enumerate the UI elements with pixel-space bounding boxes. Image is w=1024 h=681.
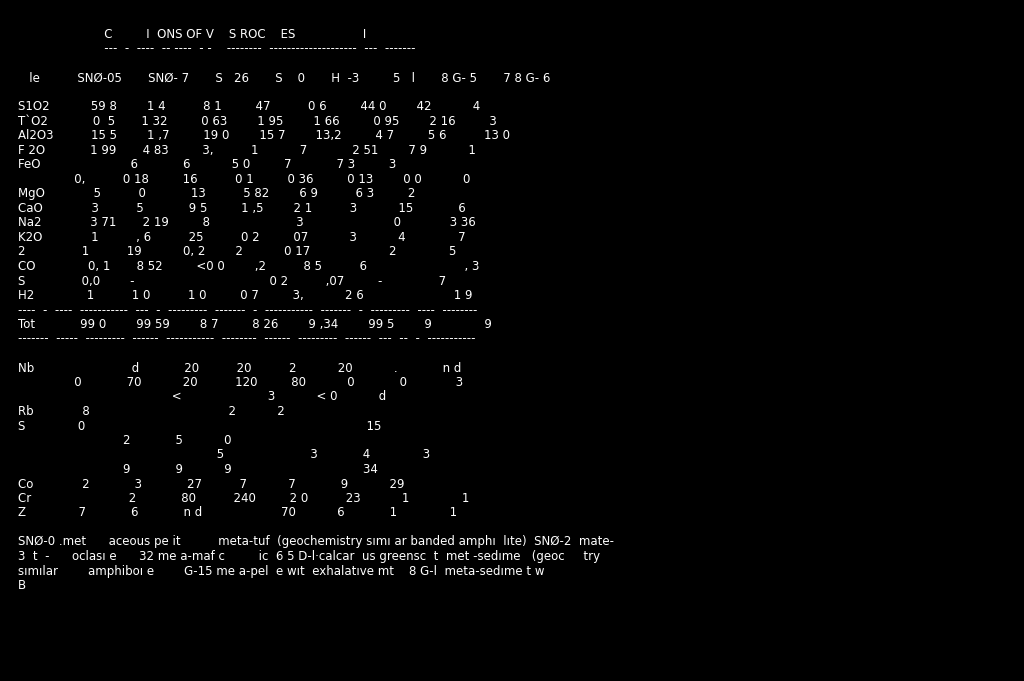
- Text: Rb             8                                     2           2: Rb 8 2 2: [18, 405, 285, 418]
- Text: 2            5           0: 2 5 0: [18, 434, 231, 447]
- Text: Nb                          d            20          20          2           20 : Nb d 20 20 2 20: [18, 362, 462, 375]
- Text: -------  -----  ---------  ------  -----------  --------  ------  ---------  ---: ------- ----- --------- ------ ---------…: [18, 332, 475, 345]
- Text: Na2             3 71       2 19         8                       3               : Na2 3 71 2 19 8 3: [18, 217, 476, 229]
- Text: SNØ-0 .met      aceous pe it          meta-tuf  (geochemistry sımı ar banded amp: SNØ-0 .met aceous pe it meta-tuf (geoche…: [18, 535, 614, 548]
- Text: ----  -  ----  -----------  ---  -  ---------  -------  -  -----------  ------- : ---- - ---- ----------- --- - --------- …: [18, 304, 477, 317]
- Text: Tot            99 0        99 59        8 7         8 26        9 ,34        99 : Tot 99 0 99 59 8 7 8 26 9 ,34 99: [18, 318, 492, 331]
- Text: Z              7            6            n d                     70           6 : Z 7 6 n d 70 6: [18, 507, 457, 520]
- Text: Cr                          2            80          240         2 0          23: Cr 2 80 240 2 0 23: [18, 492, 469, 505]
- Text: 0            70           20          120         80           0            0   : 0 70 20 120 80 0 0: [18, 376, 463, 389]
- Text: K2O             1          , 6          25          0 2         07           3  : K2O 1 , 6 25 0 2 07 3: [18, 231, 466, 244]
- Text: <                       3           < 0           d: < 3 < 0 d: [18, 390, 386, 404]
- Text: 2               1          19           0, 2        2           0 17            : 2 1 19 0, 2 2 0 17: [18, 245, 457, 259]
- Text: 9            9           9                                   34: 9 9 9 34: [18, 463, 378, 476]
- Text: C         I  ONS OF V    S ROC    ES                  I: C I ONS OF V S ROC ES I: [18, 28, 367, 41]
- Text: sımılar        amphiboı e        G-15 me a-pel  e wıt  exhalatıve mt    8 G-l  m: sımılar amphiboı e G-15 me a-pel e wıt e…: [18, 565, 545, 577]
- Text: ---  -  ----  -- ----  - -    --------  --------------------  ---  -------: --- - ---- -- ---- - - -------- --------…: [18, 42, 416, 55]
- Text: CaO             3          5            9 5         1 ,5        2 1          3  : CaO 3 5 9 5 1 ,5 2 1 3: [18, 202, 466, 215]
- Text: 3  t  -      oclası e      32 me a-maf c         ic  6 5 D-l·calcar  us greensc : 3 t - oclası e 32 me a-maf c ic 6 5 D-l·…: [18, 550, 600, 563]
- Text: CO              0, 1       8 52         <0 0        ,2          8 5          6  : CO 0, 1 8 52 <0 0 ,2 8 5 6: [18, 260, 479, 273]
- Text: F 2O            1 99       4 83         3,          1           7            2 5: F 2O 1 99 4 83 3, 1 7 2 5: [18, 144, 476, 157]
- Text: H2              1          1 0          1 0         0 7         3,           2 6: H2 1 1 0 1 0 0 7 3, 2 6: [18, 289, 472, 302]
- Text: S1O2           59 8        1 4          8 1         47          0 6         44 0: S1O2 59 8 1 4 8 1 47 0 6 44 0: [18, 101, 480, 114]
- Text: B: B: [18, 579, 27, 592]
- Text: 0,          0 18         16          0 1         0 36         0 13        0 0   : 0, 0 18 16 0 1 0 36 0 13 0 0: [18, 173, 470, 186]
- Text: S              0                                                                : S 0: [18, 419, 381, 432]
- Text: T`O2            0  5       1 32         0 63        1 95        1 66         0 9: T`O2 0 5 1 32 0 63 1 95 1 66 0 9: [18, 115, 497, 128]
- Text: Co             2            3            27          7           7            9 : Co 2 3 27 7 7 9: [18, 477, 404, 490]
- Text: S               0,0        -                                    0 2          ,07: S 0,0 - 0 2 ,07: [18, 274, 446, 287]
- Text: Al2O3          15 5        1 ,7         19 0        15 7        13,2         4 7: Al2O3 15 5 1 ,7 19 0 15 7 13,2 4 7: [18, 129, 510, 142]
- Text: FeO                        6            6           5 0         7            7 3: FeO 6 6 5 0 7 7 3: [18, 159, 396, 172]
- Text: MgO             5          0            13          5 82        6 9          6 3: MgO 5 0 13 5 82 6 9 6 3: [18, 187, 416, 200]
- Text: 5                       3            4              3: 5 3 4 3: [18, 449, 430, 462]
- Text: le          SNØ-05       SNØ- 7       S   26       S    0       H  -3         5 : le SNØ-05 SNØ- 7 S 26 S 0 H -3 5: [18, 72, 550, 84]
